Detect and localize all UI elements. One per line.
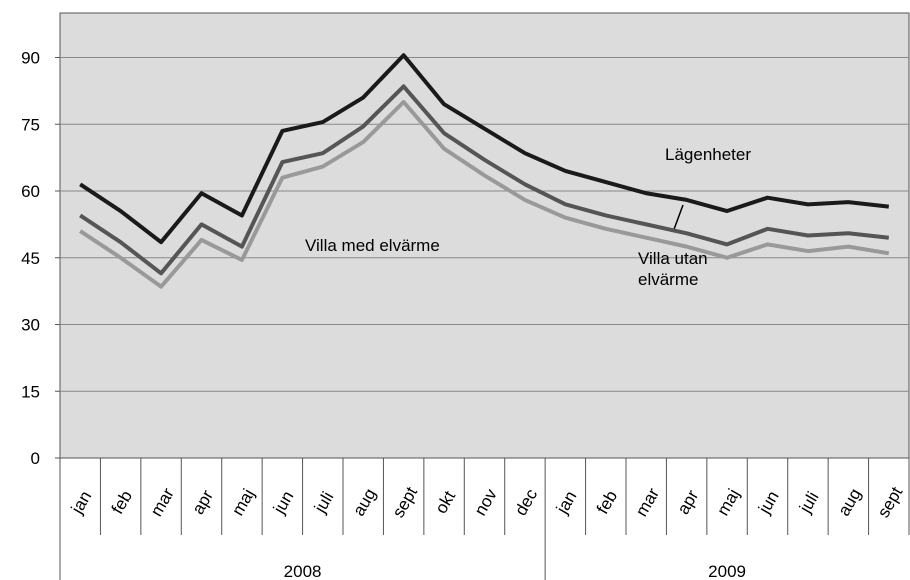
x-tick-label: aug xyxy=(349,485,380,519)
series-label: Villa utan elvärme xyxy=(638,249,708,289)
series-label: Villa med elvärme xyxy=(305,236,440,255)
x-tick-label: jan xyxy=(552,488,580,518)
group-label: 2009 xyxy=(708,562,746,580)
series-line xyxy=(79,84,890,276)
x-tick-label: okt xyxy=(431,487,459,516)
x-tick-label: jan xyxy=(67,488,95,518)
x-tick-label: mar xyxy=(147,485,178,520)
x-tick-label: maj xyxy=(713,486,743,519)
plot-area xyxy=(59,12,910,459)
x-tick-label: feb xyxy=(593,487,621,517)
x-tick-label: nov xyxy=(471,485,501,519)
series-label: Lägenheter xyxy=(665,145,752,164)
x-tick-label: sept xyxy=(874,483,907,521)
x-tick-label: juli xyxy=(795,488,822,516)
x-tick-label: mar xyxy=(632,485,663,520)
series-line xyxy=(79,100,890,289)
x-tick-label: juli xyxy=(310,488,337,516)
y-tick-label: 15 xyxy=(21,382,40,401)
y-tick-label: 0 xyxy=(31,449,40,468)
y-tick-label: 60 xyxy=(21,182,40,201)
x-tick-label: jun xyxy=(269,488,297,518)
group-label: 2008 xyxy=(284,562,322,580)
x-tick-label: apr xyxy=(674,487,703,518)
y-tick-label: 90 xyxy=(21,49,40,68)
annotation-pointer xyxy=(672,204,684,233)
x-tick-label: sept xyxy=(389,483,422,521)
x-tick-label: aug xyxy=(834,485,865,519)
series-line xyxy=(79,53,890,245)
x-tick-label: dec xyxy=(511,485,541,519)
x-tick-label: jun xyxy=(754,488,782,518)
x-tick-label: feb xyxy=(108,487,136,517)
x-tick-label: maj xyxy=(228,486,258,519)
x-tick-label: apr xyxy=(188,487,217,518)
y-tick-label: 75 xyxy=(21,115,40,134)
y-tick-label: 45 xyxy=(21,249,40,268)
y-tick-label: 30 xyxy=(21,316,40,335)
